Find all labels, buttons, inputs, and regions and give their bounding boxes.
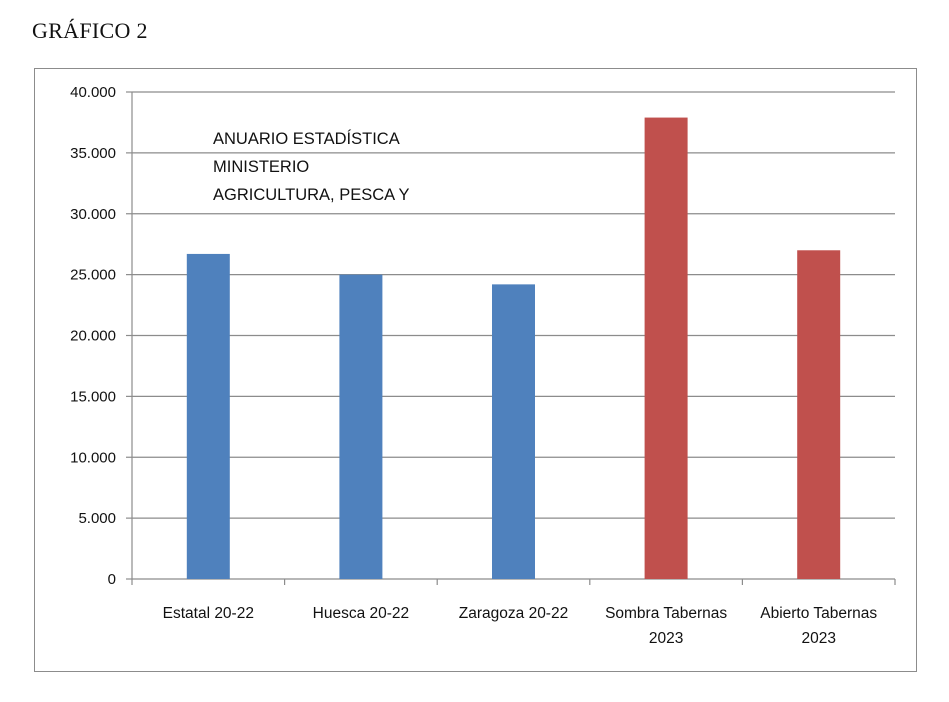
annotation: ANUARIO ESTADÍSTICA MINISTERIO AGRICULTURA…	[213, 129, 410, 204]
bar	[492, 284, 535, 579]
annotation-line: AGRICULTURA, PESCA Y	[213, 186, 410, 204]
y-tick-label: 25.000	[70, 267, 116, 284]
x-category-labels: Estatal 20-22 Huesca 20-22 Zaragoza 20-22 S…	[163, 605, 878, 647]
bars	[186, 117, 841, 580]
x-category-label: Abierto Tabernas 2023	[760, 605, 877, 647]
y-tick-label: 30.000	[70, 206, 116, 223]
y-tick-label: 15.000	[70, 388, 116, 405]
x-category-label: Estatal 20-22	[163, 605, 254, 622]
chart-frame	[34, 68, 917, 672]
y-tick-label: 40.000	[70, 84, 116, 101]
bar	[186, 253, 230, 580]
y-tick-label: 10.000	[70, 449, 116, 466]
y-tick-label: 35.000	[70, 145, 116, 162]
bar	[797, 250, 841, 579]
bar	[339, 274, 383, 579]
page-title: GRÁFICO 2	[32, 18, 148, 43]
x-category-label: Zaragoza 20-22	[459, 605, 568, 622]
bar	[644, 117, 688, 579]
y-tick-label: 5.000	[78, 510, 116, 527]
x-category-label: Sombra Tabernas 2023	[605, 605, 727, 647]
y-tick-label: 0	[108, 571, 116, 588]
y-tick-labels: 0 5.000 10.000 15.000 20.000 25.000 30.000 35.0…	[70, 84, 116, 588]
x-category-label: Huesca 20-22	[313, 605, 410, 622]
y-tick-label: 20.000	[70, 328, 116, 345]
annotation-line: MINISTERIO	[213, 158, 309, 176]
annotation-line: ANUARIO ESTADÍSTICA	[213, 129, 400, 148]
